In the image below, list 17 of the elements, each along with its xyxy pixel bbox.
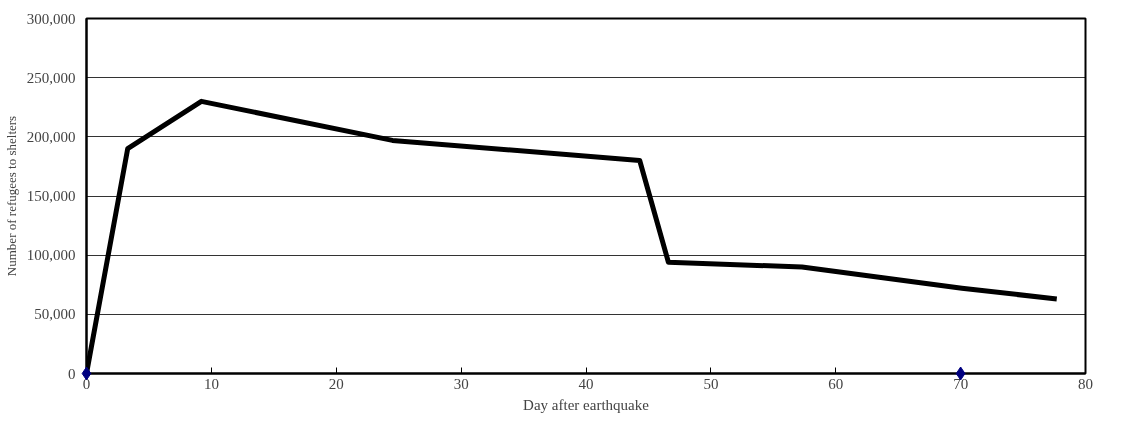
x-tick-label: 10 — [203, 375, 219, 392]
x-tick-label: 60 — [828, 375, 844, 392]
x-tick-label: 0 — [82, 375, 91, 392]
x-axis-title: Day after earthquake — [523, 396, 650, 413]
y-tick-label: 50,000 — [34, 306, 76, 323]
y-tick-label: 200,000 — [26, 128, 76, 145]
y-tick-label: 100,000 — [26, 247, 76, 264]
y-tick-label: 250,000 — [26, 69, 76, 86]
y-tick-label: 150,000 — [26, 188, 76, 204]
x-tick-label: 70 — [953, 375, 969, 392]
x-tick-label: 40 — [578, 375, 594, 392]
x-tick-label: 80 — [1078, 375, 1093, 392]
y-axis-title: Number of refugees to shelters — [3, 115, 19, 277]
x-tick-label: 30 — [453, 375, 469, 392]
x-tick-label: 20 — [328, 375, 344, 392]
y-tick-label: 300,000 — [26, 10, 76, 27]
x-tick-label: 50 — [703, 375, 719, 392]
